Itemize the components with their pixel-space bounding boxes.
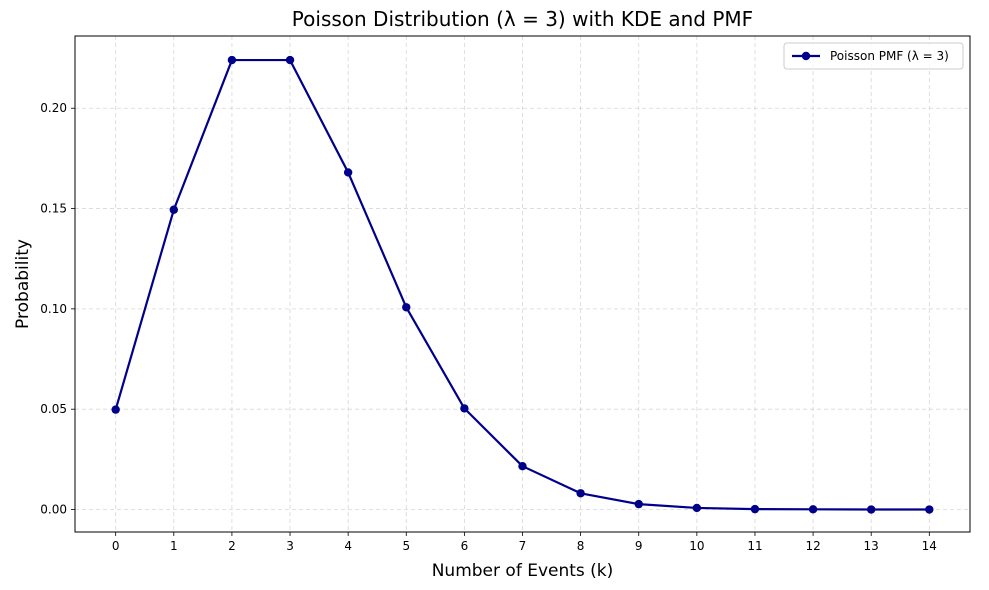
data-point	[518, 461, 527, 471]
legend-box	[783, 42, 964, 70]
data-point	[634, 499, 643, 509]
y-tick-label: 0.20	[40, 101, 67, 115]
legend-label: Poisson PMF (λ = 3)	[830, 49, 949, 63]
x-tick-label: 6	[461, 539, 469, 553]
data-point	[285, 55, 295, 65]
legend: Poisson PMF (λ = 3)	[783, 42, 964, 70]
series-layer	[111, 55, 934, 514]
x-tick-label: 0	[112, 539, 120, 553]
x-tick-label: 12	[805, 539, 820, 553]
chart-title: Poisson Distribution (λ = 3) with KDE an…	[292, 7, 753, 31]
data-point	[169, 205, 178, 214]
data-point	[111, 405, 120, 414]
x-tick-label: 4	[344, 539, 352, 553]
data-point	[402, 303, 411, 312]
x-tick-label: 1	[170, 539, 178, 553]
x-tick-label: 7	[519, 539, 527, 553]
data-point	[227, 55, 237, 65]
x-tick-label: 9	[635, 539, 643, 553]
data-point	[925, 505, 934, 514]
data-point	[692, 503, 702, 513]
data-point	[460, 404, 469, 413]
data-point	[576, 489, 585, 498]
x-tick-label: 8	[577, 539, 585, 553]
y-tick-label: 0.10	[40, 302, 67, 316]
y-tick-label: 0.00	[40, 503, 67, 517]
ticks: 0 1 2 3 4 5 6 7 8 9 10 11 12 13 140.000.050.100.150.20	[40, 101, 937, 553]
y-axis-title: Probability	[13, 239, 33, 329]
data-point	[750, 504, 760, 514]
x-tick-label: 14	[922, 539, 937, 553]
x-tick-label: 13	[864, 539, 879, 553]
data-point	[343, 168, 353, 177]
x-tick-label: 3	[286, 539, 294, 553]
x-tick-label: 2	[228, 539, 236, 553]
x-tick-label: 11	[747, 539, 762, 553]
x-axis-title: Number of Events (k)	[432, 561, 614, 581]
legend-marker-swatch	[801, 51, 811, 61]
y-tick-label: 0.15	[40, 202, 67, 216]
data-point	[808, 505, 818, 514]
data-point	[867, 505, 876, 514]
x-tick-label: 5	[402, 539, 410, 553]
x-tick-label: 10	[689, 539, 704, 553]
y-tick-label: 0.05	[40, 402, 67, 416]
